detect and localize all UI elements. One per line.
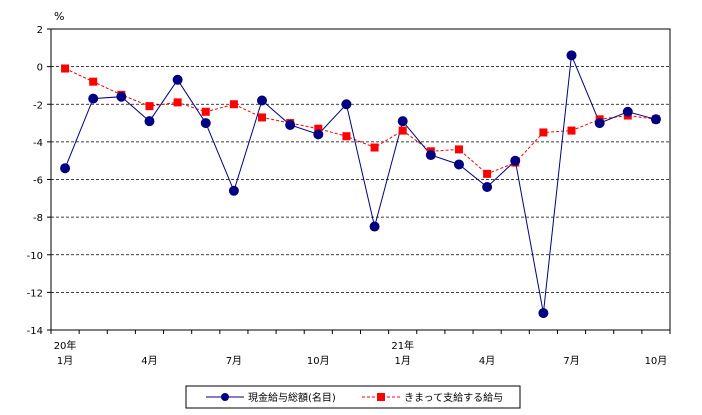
data-point — [228, 185, 239, 196]
y-tick-label: -2 — [33, 100, 43, 111]
y-tick-label: -8 — [33, 213, 43, 224]
data-point — [257, 95, 268, 106]
data-point — [567, 126, 576, 135]
y-tick-label: -6 — [33, 176, 43, 187]
data-point — [453, 159, 464, 170]
y-tick-label: -10 — [27, 251, 43, 262]
series-line — [64, 68, 656, 175]
data-point — [200, 118, 211, 129]
data-point — [173, 98, 182, 107]
legend: 現金給与総額(名目) きまって支給する給与 — [185, 385, 521, 409]
data-point — [88, 93, 99, 104]
data-point — [145, 102, 154, 111]
data-point — [397, 116, 408, 127]
data-point — [341, 99, 352, 110]
x-axis: 20年 1月 4月 7月 10月 21年 1月 4月 7月 10月 — [50, 330, 671, 367]
x-tick-label: 1月 — [395, 355, 411, 367]
data-point — [454, 145, 463, 154]
data-point — [89, 77, 98, 86]
data-point — [369, 221, 380, 232]
legend-swatch-marker — [221, 393, 229, 401]
x-tick-label: 1月 — [57, 355, 73, 367]
data-point — [60, 163, 71, 174]
y-tick-label: 0 — [37, 63, 43, 74]
legend-box — [185, 385, 521, 409]
legend-label: きまって支給する給与 — [404, 391, 503, 404]
data-point — [566, 50, 577, 61]
x-tick-label: 4月 — [141, 355, 157, 367]
data-point — [370, 143, 379, 152]
x-tick-label: 7月 — [226, 355, 242, 367]
data-point — [482, 182, 493, 193]
data-point — [622, 106, 633, 117]
y-tick-label: 2 — [37, 25, 43, 36]
data-point — [172, 74, 183, 85]
data-point — [61, 64, 70, 73]
gridlines — [51, 66, 670, 293]
data-point — [229, 100, 238, 109]
data-point — [594, 118, 605, 129]
x-tick-label: 4月 — [479, 355, 495, 367]
data-point — [539, 128, 548, 137]
data-point — [398, 126, 407, 135]
data-point — [510, 155, 521, 166]
x-tick-label: 10月 — [307, 355, 330, 367]
x-tick-year-label: 21年 — [391, 339, 414, 352]
x-tick-year-label: 20年 — [54, 339, 77, 352]
data-point — [285, 119, 296, 130]
data-point — [538, 308, 549, 319]
legend-label: 現金給与総額(名目) — [248, 391, 336, 404]
data-point — [314, 124, 323, 133]
data-point — [313, 129, 324, 140]
data-point — [483, 169, 492, 178]
y-tick-label: -4 — [33, 138, 43, 149]
data-point — [116, 91, 127, 102]
y-axis-label: % — [54, 10, 64, 23]
y-tick-label: -14 — [27, 326, 43, 337]
data-point — [144, 116, 155, 127]
data-point — [342, 132, 351, 141]
data-point — [201, 107, 210, 116]
y-tick-label: -12 — [27, 288, 43, 299]
data-point — [258, 113, 267, 122]
series-line — [64, 55, 657, 314]
x-tick-label: 7月 — [563, 355, 579, 367]
series-layer — [60, 50, 661, 319]
data-point — [650, 114, 661, 125]
data-point — [425, 150, 436, 161]
legend-swatch-marker — [377, 393, 385, 401]
x-tick-label: 10月 — [645, 355, 668, 367]
y-axis: 2 0 -2 -4 -6 -8 -10 -12 -14 — [27, 25, 51, 337]
